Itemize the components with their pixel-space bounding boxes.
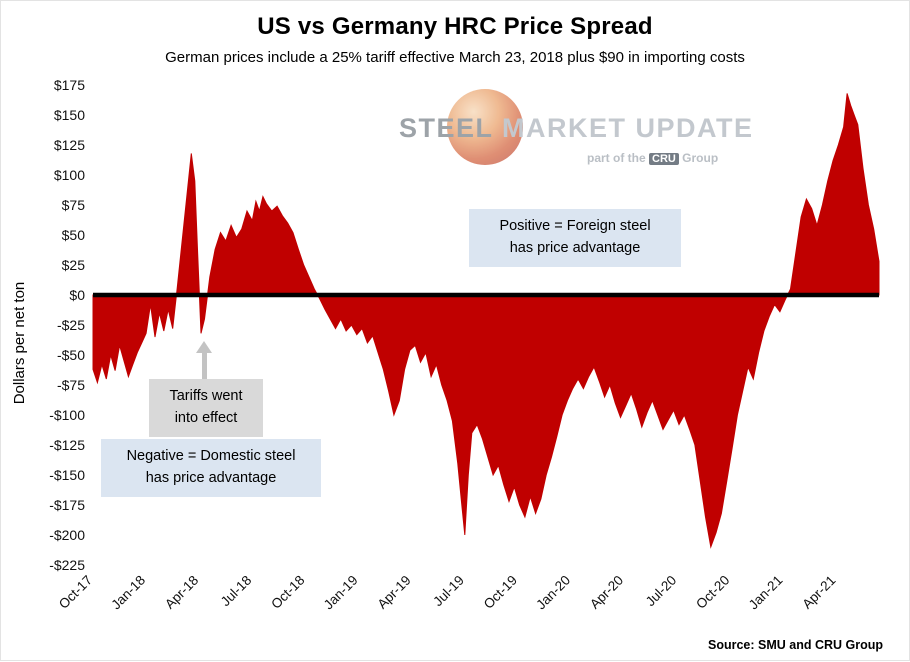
x-tick-label: Jul-19 [430,573,467,610]
x-tick-label: Apr-21 [799,573,838,612]
page-title: US vs Germany HRC Price Spread [257,13,653,40]
y-axis-title: Dollars per net ton [11,281,28,405]
tariff-arrow-shaft [201,353,207,379]
y-tick-label: -$150 [49,467,85,483]
y-tick-label: $0 [69,287,85,303]
y-tick-label: -$200 [49,527,85,543]
y-tick-label: $75 [62,197,86,213]
x-tick-label: Jul-18 [218,573,255,610]
y-tick-label: -$100 [49,407,85,423]
spread-series-area [92,93,880,549]
y-tick-label: -$75 [57,377,85,393]
y-tick-label: $175 [54,77,85,93]
x-tick-label: Oct-18 [268,573,307,612]
tariff-arrow-head [196,341,212,353]
annotation-negative: Negative = Domestic steel has price adva… [101,439,321,497]
x-tick-label: Apr-18 [162,573,201,612]
y-tick-label: $150 [54,107,85,123]
x-tick-label: Jan-19 [321,573,361,613]
x-tick-label: Jan-18 [108,573,148,613]
y-tick-label: -$50 [57,347,85,363]
annotation-tariff: Tariffs went into effect [149,379,263,437]
annotation-negative-line1: Negative = Domestic steel [126,448,296,464]
chart-subtitle: German prices include a 25% tariff effec… [165,49,745,66]
y-tick-label: $125 [54,137,85,153]
x-tick-label: Oct-17 [56,573,95,612]
y-tick-label: $100 [54,167,85,183]
annotation-negative-line2: has price advantage [145,469,277,486]
x-tick-label: Oct-19 [481,573,520,612]
annotation-positive-line2: has price advantage [509,239,641,256]
y-tick-label: -$175 [49,497,85,513]
tariff-arrow-icon [196,341,212,379]
annotation-tariff-line1: Tariffs went [169,388,243,404]
y-tick-label: -$125 [49,437,85,453]
annotation-positive: Positive = Foreign steel has price advan… [469,209,681,267]
y-tick-label: $50 [62,227,86,243]
annotation-positive-line1: Positive = Foreign steel [499,218,651,234]
y-tick-label: -$225 [49,557,85,573]
y-tick-label: $25 [62,257,86,273]
x-tick-label: Jan-21 [746,573,786,613]
x-tick-label: Apr-19 [374,573,413,612]
y-tick-label: -$25 [57,317,85,333]
x-tick-label: Jul-20 [643,573,680,610]
source-note: Source: SMU and CRU Group [707,638,883,652]
x-tick-label: Apr-20 [587,573,626,612]
annotation-tariff-line2: into effect [174,409,238,426]
x-tick-label: Jan-20 [533,573,573,613]
x-tick-label: Oct-20 [693,573,732,612]
